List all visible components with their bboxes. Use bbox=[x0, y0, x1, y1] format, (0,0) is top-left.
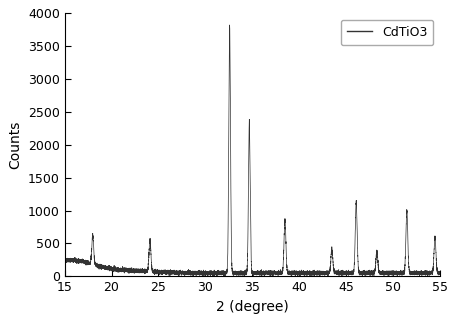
Y-axis label: Counts: Counts bbox=[8, 121, 22, 169]
Legend: CdTiO3: CdTiO3 bbox=[340, 20, 432, 45]
X-axis label: 2 (degree): 2 (degree) bbox=[215, 300, 288, 314]
